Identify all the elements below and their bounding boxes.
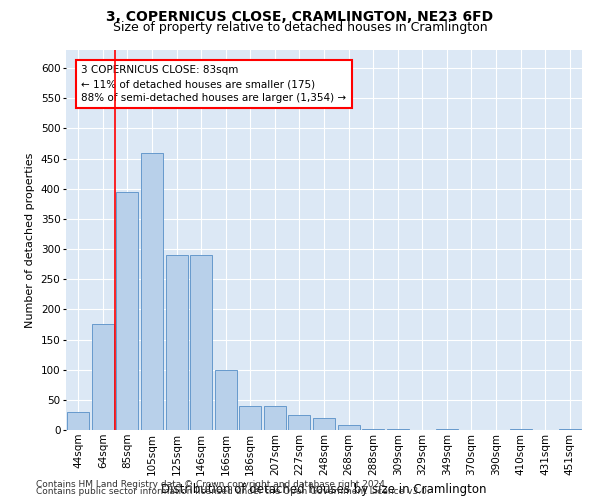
Text: Contains HM Land Registry data © Crown copyright and database right 2024.: Contains HM Land Registry data © Crown c… bbox=[36, 480, 388, 489]
Bar bbox=[313, 418, 335, 430]
Text: Contains public sector information licensed under the Open Government Licence v3: Contains public sector information licen… bbox=[36, 487, 430, 496]
Bar bbox=[362, 429, 384, 430]
Text: Size of property relative to detached houses in Cramlington: Size of property relative to detached ho… bbox=[113, 21, 487, 34]
Bar bbox=[166, 255, 188, 430]
Bar bbox=[92, 324, 114, 430]
Bar bbox=[190, 255, 212, 430]
Bar bbox=[239, 406, 262, 430]
Bar bbox=[338, 425, 359, 430]
Bar bbox=[116, 192, 139, 430]
Bar bbox=[215, 370, 237, 430]
Text: 3 COPERNICUS CLOSE: 83sqm
← 11% of detached houses are smaller (175)
88% of semi: 3 COPERNICUS CLOSE: 83sqm ← 11% of detac… bbox=[82, 65, 347, 103]
Bar bbox=[141, 152, 163, 430]
Y-axis label: Number of detached properties: Number of detached properties bbox=[25, 152, 35, 328]
Bar bbox=[264, 406, 286, 430]
Bar bbox=[67, 412, 89, 430]
Text: 3, COPERNICUS CLOSE, CRAMLINGTON, NE23 6FD: 3, COPERNICUS CLOSE, CRAMLINGTON, NE23 6… bbox=[106, 10, 494, 24]
X-axis label: Distribution of detached houses by size in Cramlington: Distribution of detached houses by size … bbox=[161, 483, 487, 496]
Bar bbox=[289, 415, 310, 430]
